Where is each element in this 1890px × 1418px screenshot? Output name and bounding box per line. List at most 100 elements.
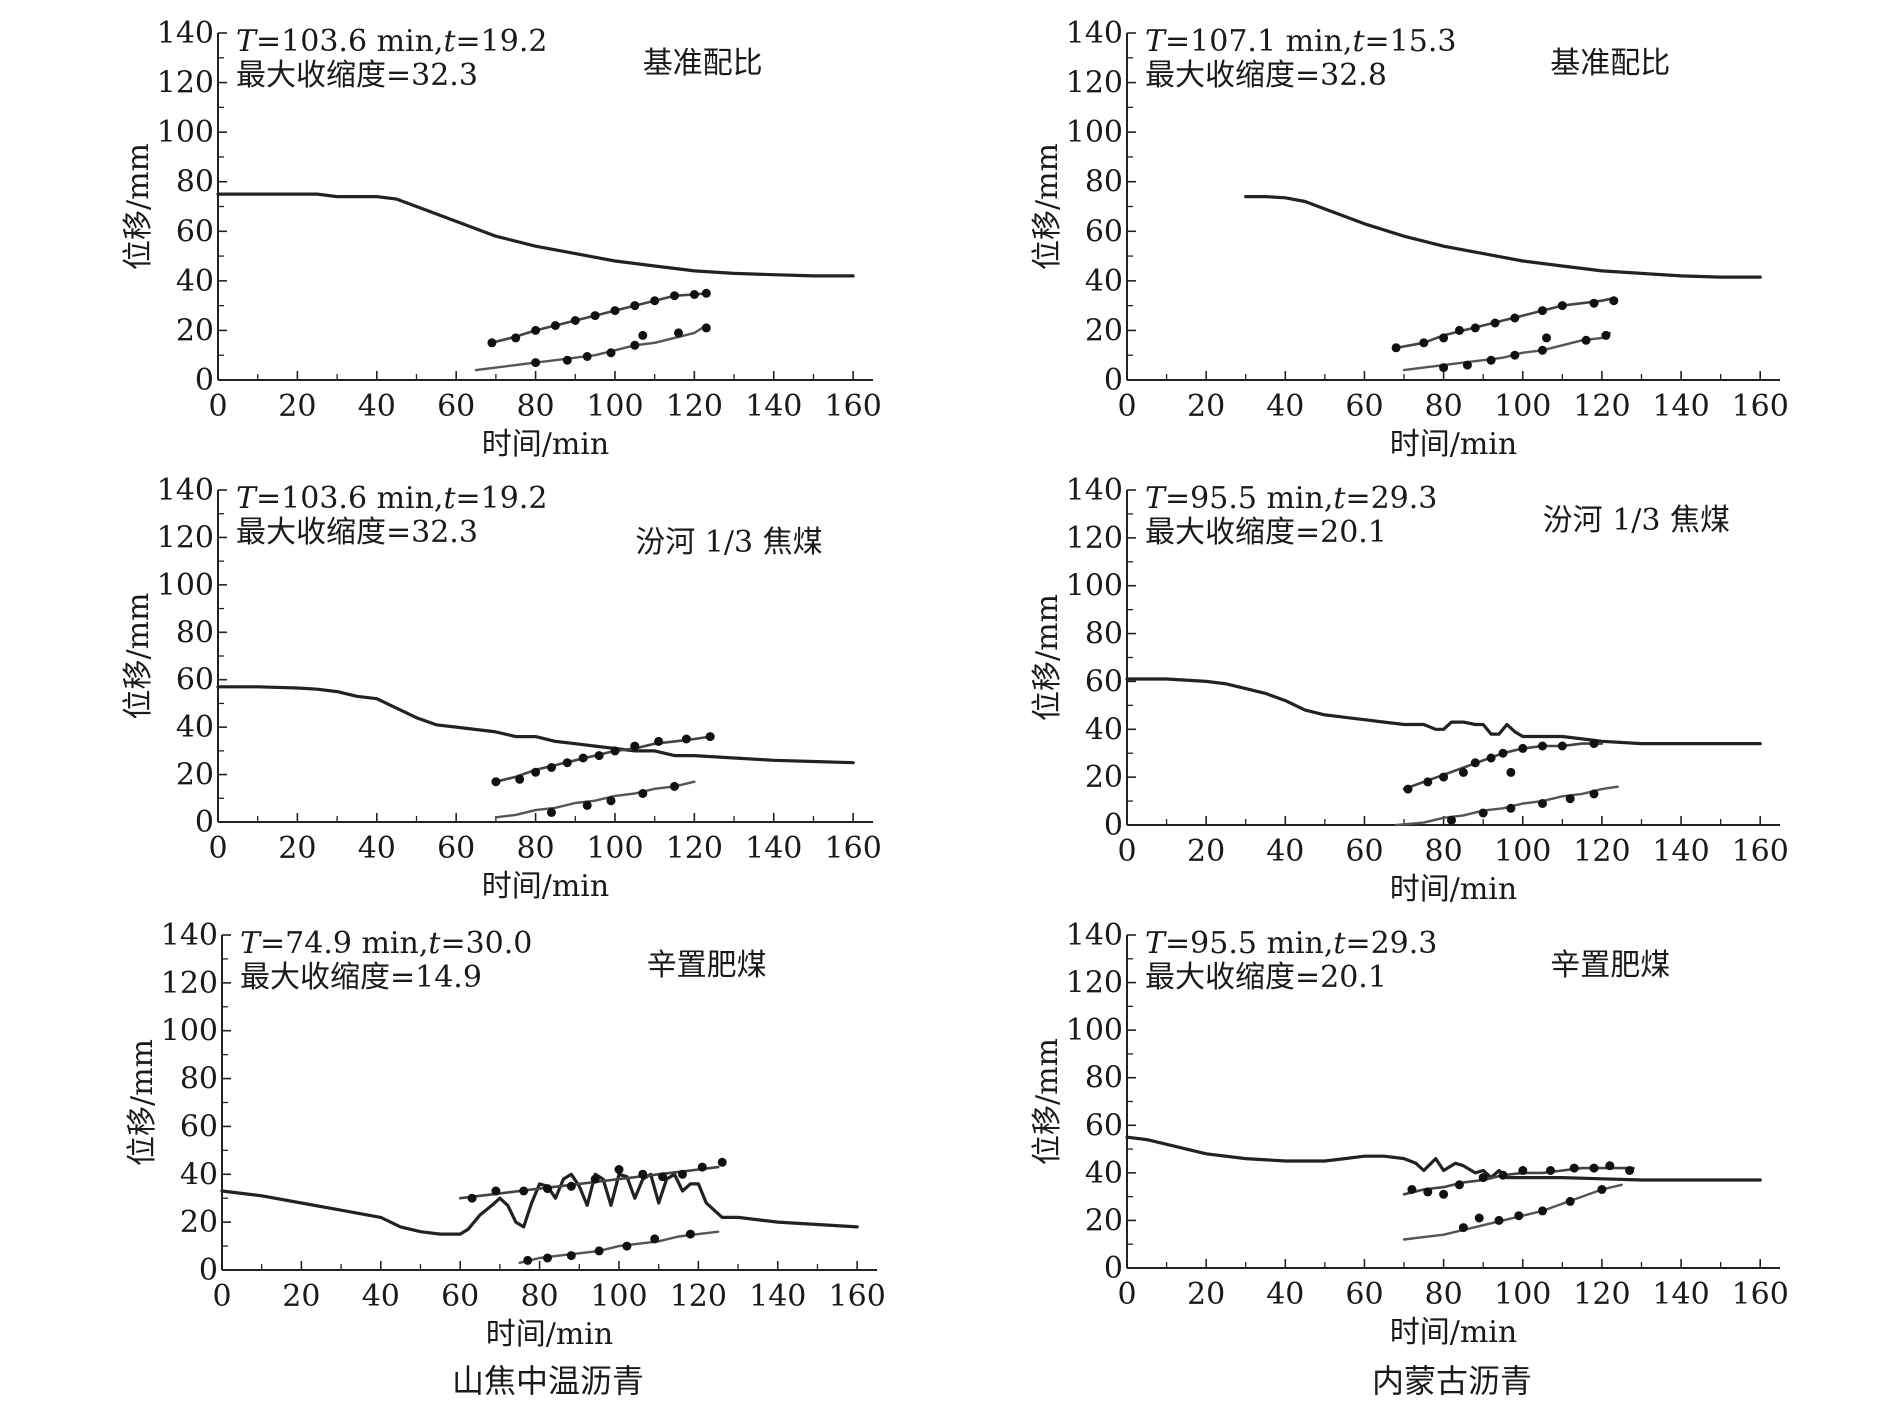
p6-marker-2 [1474,1213,1484,1223]
p6-annotation-T-value: =95.5 min, [1165,926,1333,961]
p2-ytick-label: 0 [1104,363,1123,398]
p5-marker-1 [658,1172,668,1182]
p1-annotation-T-value: =103.6 min, [256,24,443,59]
p5-series-2-line [458,1165,720,1200]
p2-marker-2 [1538,345,1547,355]
p2-marker-1 [1510,313,1520,323]
p2-panel-label: 基准配比 [1550,46,1670,81]
p1-xtick-label: 140 [745,389,802,424]
p5-xtick-label: 80 [520,1279,558,1314]
p6-panel-label: 辛置肥煤 [1550,948,1670,983]
p1-ytick-label: 20 [176,313,214,348]
p2-marker-1 [1609,296,1619,306]
p5-marker-1 [717,1157,727,1167]
p2-xtick-label: 120 [1573,389,1630,424]
p6-ytick-label: 140 [1066,918,1123,953]
p5-ytick-label: 80 [180,1062,218,1097]
p3-xtick-label: 100 [586,831,643,866]
p1-ytick-label: 120 [157,66,214,101]
p6-xtick-label: 140 [1652,1277,1709,1312]
chart-panel-6: 0 20 40 60 80 100 120 140 0 20 40 60 80 100 120 140 160 时… [1030,918,1789,1350]
p2-marker-2 [1486,355,1496,365]
p6-marker-1 [1439,1189,1449,1199]
p2-xtick-label: 140 [1652,389,1709,424]
p2-marker-2 [1462,360,1472,370]
p2-y-axis-title: 位移/mm [1030,143,1065,270]
p2-marker-1 [1538,306,1547,316]
p5-marker-1 [467,1193,477,1203]
p6-marker-1 [1478,1173,1488,1183]
p1-marker-2 [701,323,711,333]
chart-panel-5: 0 20 40 60 80 100 120 140 0 20 40 60 80 100 120 140 160 时… [125,918,886,1352]
p2-ytick-label: 20 [1085,313,1123,348]
p1-xtick-label: 0 [208,389,227,424]
p4-ytick-label: 40 [1085,712,1123,747]
p3-marker-1 [610,746,620,756]
p1-marker-1 [590,311,600,321]
p3-xtick-label: 80 [516,831,554,866]
p3-ytick-label: 140 [157,473,214,508]
p1-xtick-label: 120 [666,389,723,424]
p3-ytick-label: 20 [176,758,214,793]
p5-xtick-label: 60 [441,1279,479,1314]
p5-ytick-label: 40 [180,1157,218,1192]
p4-marker-2 [1478,808,1488,818]
p4-xtick-label: 120 [1573,834,1630,869]
p2-annotation-T-symbol: T [1145,24,1167,59]
p3-xtick-label: 20 [278,831,316,866]
p3-marker-1 [654,736,664,746]
p5-marker-2 [566,1251,576,1261]
p6-marker-1 [1605,1161,1615,1171]
p4-annotation-t-symbol: t [1333,481,1346,516]
p2-marker-2 [1439,363,1449,373]
p4-marker-1 [1538,741,1547,751]
p6-ytick-label: 120 [1066,966,1123,1001]
p2-marker-2 [1542,333,1551,343]
p5-xtick-label: 100 [590,1279,647,1314]
p1-ytick-label: 60 [176,214,214,249]
p4-marker-1 [1518,743,1528,753]
p2-xtick-label: 20 [1187,389,1225,424]
p4-xtick-label: 40 [1266,834,1304,869]
p5-marker-2 [594,1246,604,1256]
p1-xtick-label: 60 [437,389,475,424]
p4-xtick-label: 20 [1187,834,1225,869]
p1-marker-1 [630,301,640,311]
p6-xtick-label: 100 [1494,1277,1551,1312]
p6-annotation-line1: T=95.5 min,t=29.3 [1145,926,1437,961]
p4-marker-1 [1439,772,1449,782]
p5-marker-2 [523,1255,533,1265]
p5-annotation-T-symbol: T [240,926,262,961]
p6-ytick-label: 40 [1085,1156,1123,1191]
p6-series-3-line [1402,1183,1623,1241]
p5-marker-1 [491,1186,501,1196]
p1-marker-1 [701,288,711,298]
p2-ytick-label: 140 [1066,16,1123,51]
p1-ytick-label: 100 [157,115,214,150]
p3-annotation-line2: 最大收缩度=32.3 [236,515,478,550]
p5-xtick-label: 20 [282,1279,320,1314]
p5-xtick-label: 140 [749,1279,806,1314]
p5-marker-2 [543,1253,552,1263]
p3-marker-1 [705,732,715,742]
p3-ytick-label: 60 [176,663,214,698]
p3-xtick-label: 40 [358,831,396,866]
p6-annotation-line2: 最大收缩度=20.1 [1145,960,1387,995]
p6-annotation-t-symbol: t [1333,926,1346,961]
p4-annotation-T-symbol: T [1145,481,1167,516]
p5-ytick-label: 0 [199,1253,218,1288]
p5-series-1-line [220,1172,859,1236]
p3-ytick-label: 40 [176,710,214,745]
p6-ytick-label: 100 [1066,1013,1123,1048]
chart-panel-1: 0 20 40 60 80 100 120 140 0 20 40 60 80 100 120 140 160 时… [121,16,882,462]
p1-marker-1 [531,325,541,335]
p5-ytick-label: 140 [161,918,218,953]
p5-marker-1 [614,1165,624,1174]
p5-series-3-line [518,1230,720,1265]
p3-annotation-t-symbol: t [443,481,456,516]
p2-marker-1 [1557,301,1567,311]
p4-xtick-label: 0 [1117,834,1136,869]
p2-xtick-label: 0 [1117,389,1136,424]
p3-marker-2 [582,800,592,810]
p5-ytick-label: 120 [161,966,218,1001]
